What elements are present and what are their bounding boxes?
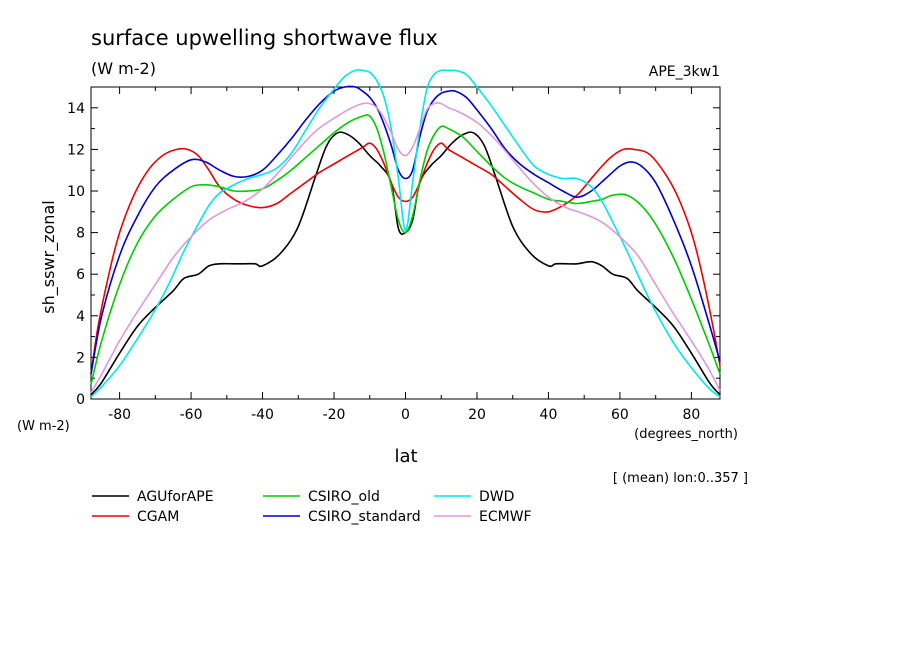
x-tick-label: -80 [108, 407, 131, 423]
axes: -80 -60 -40 -20 0 20 40 60 80 0 2 4 6 8 10 12 14 [67, 86, 721, 423]
y-tick-label: 0 [76, 392, 85, 408]
series-line-aguforape [90, 131, 721, 396]
legend: AGUforAPE CGAM CSIRO_old CSIRO_standard DWD E… [92, 489, 532, 525]
x-tick-label: 40 [540, 407, 558, 423]
series-line-cgam [90, 142, 721, 375]
y-tick-label: 14 [67, 101, 85, 117]
chart-title: surface upwelling shortwave flux [91, 26, 438, 50]
series-line-csiro-standard [90, 85, 721, 375]
y-tick-label: 10 [67, 184, 85, 200]
y-tick-label: 2 [76, 350, 85, 366]
x-tick-label: 0 [401, 407, 410, 423]
chart-subtitle: (W m-2) [91, 59, 156, 78]
y-tick-label: 8 [76, 226, 85, 242]
y-axis-label: sh_sswr_zonal [39, 200, 59, 313]
legend-label-aguforape: AGUforAPE [137, 489, 214, 505]
legend-label-csiro-old: CSIRO_old [308, 489, 380, 505]
series-line-dwd [90, 69, 721, 398]
run-label: APE_3kw1 [649, 64, 720, 80]
legend-label-csiro-standard: CSIRO_standard [308, 509, 421, 525]
x-axis-label: lat [394, 446, 417, 467]
footnote: [ (mean) lon:0..357 ] [613, 471, 748, 486]
legend-label-dwd: DWD [479, 489, 514, 505]
y-tick-label: 6 [76, 267, 85, 283]
series-lines [90, 69, 721, 398]
y-tick-label: 4 [76, 309, 85, 325]
legend-label-cgam: CGAM [137, 509, 179, 525]
y-tick-label: 12 [67, 142, 85, 158]
x-axis-units: (degrees_north) [634, 427, 738, 442]
y-axis-units: (W m-2) [17, 419, 70, 434]
x-tick-label: -60 [180, 407, 203, 423]
x-tick-label: -40 [251, 407, 274, 423]
x-tick-label: 20 [468, 407, 486, 423]
x-tick-label: -20 [323, 407, 346, 423]
x-tick-label: 60 [611, 407, 629, 423]
series-line-ecmwf [90, 102, 721, 394]
legend-label-ecmwf: ECMWF [479, 509, 532, 525]
x-tick-label: 80 [682, 407, 700, 423]
